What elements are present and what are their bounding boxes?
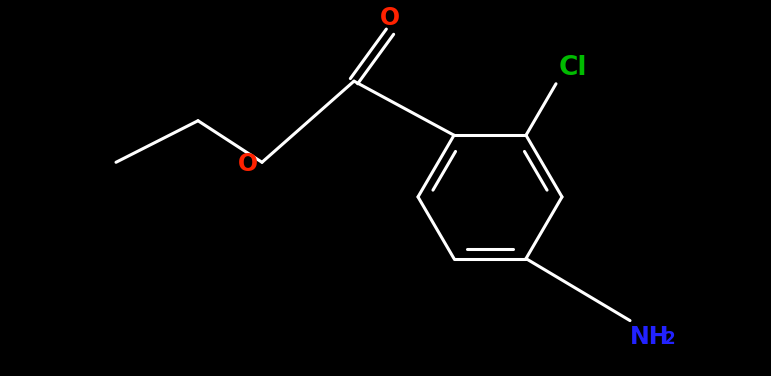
Text: 2: 2	[664, 331, 675, 349]
Text: O: O	[380, 6, 400, 30]
Text: NH: NH	[630, 324, 669, 349]
Text: O: O	[238, 152, 258, 176]
Text: Cl: Cl	[559, 55, 588, 81]
